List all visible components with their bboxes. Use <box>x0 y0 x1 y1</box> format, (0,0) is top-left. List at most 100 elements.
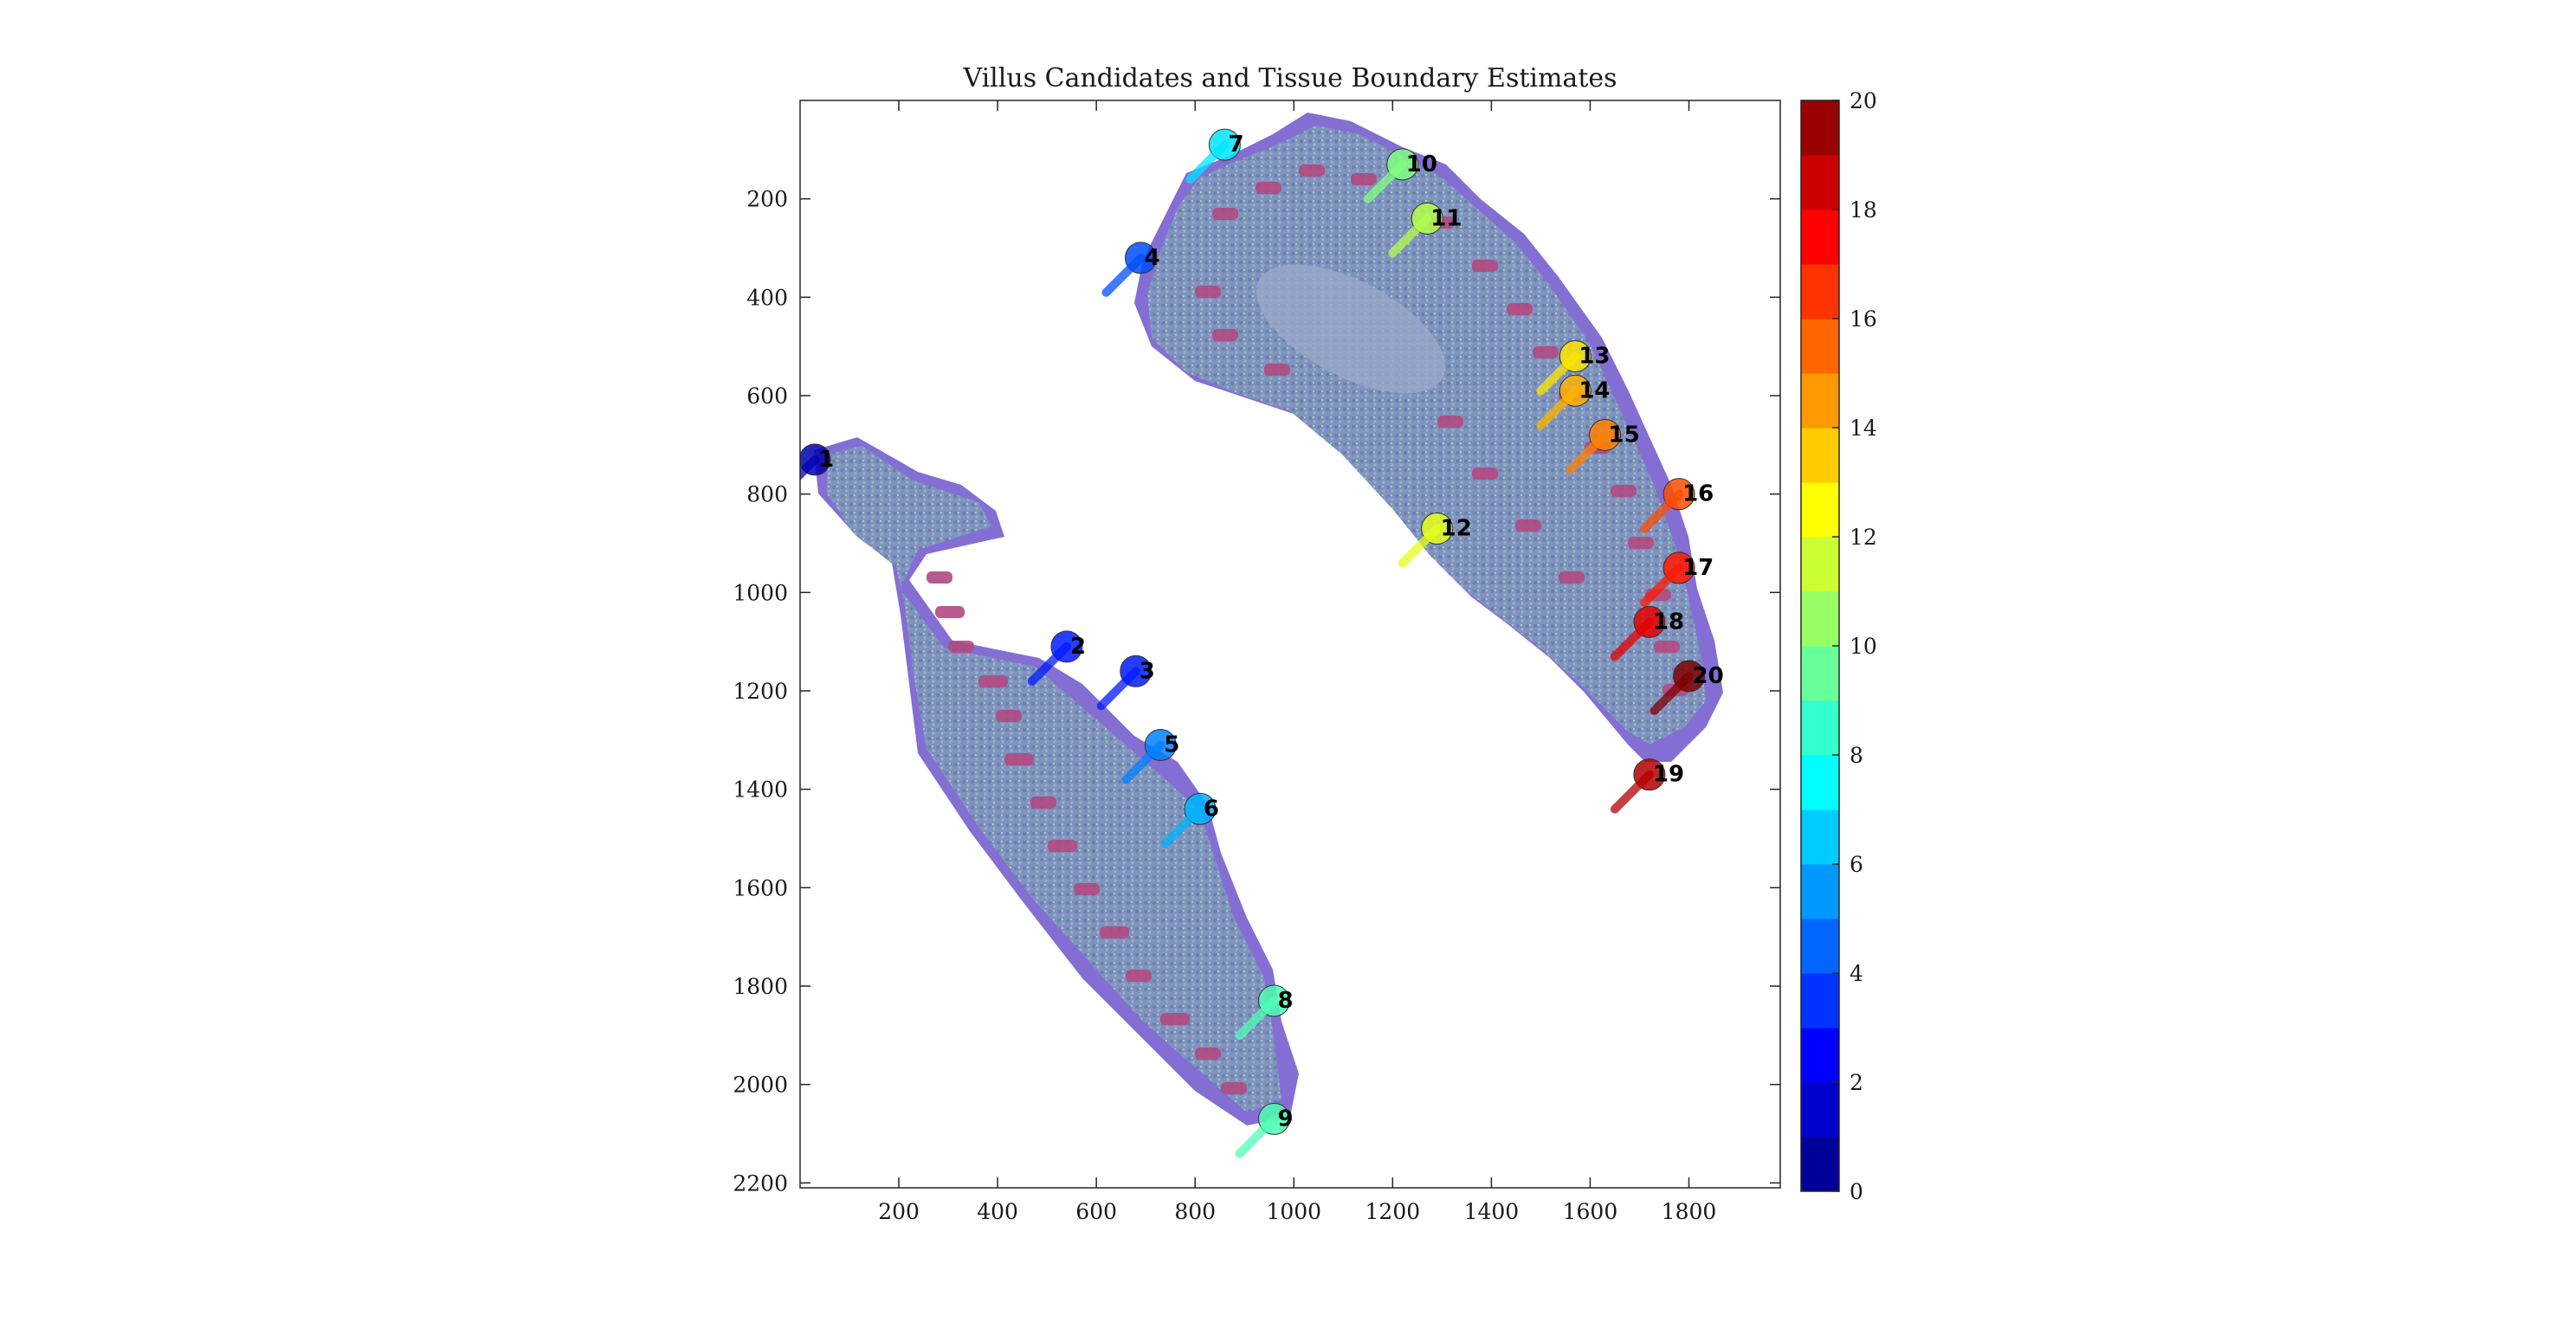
colorbar-level <box>1801 1082 1839 1138</box>
y-tick-label: 1800 <box>733 974 788 999</box>
villus-label: 11 <box>1430 205 1462 231</box>
villus-label: 2 <box>1070 634 1086 660</box>
y-tick-label: 1000 <box>733 580 788 605</box>
y-tick-label: 1400 <box>733 777 788 803</box>
villus-boundary-line <box>1121 740 1165 784</box>
villus-boundary-line <box>1610 617 1654 661</box>
x-tick-label: 1000 <box>1266 1199 1321 1224</box>
x-tick-label: 800 <box>1174 1199 1216 1224</box>
y-tick-label: 1600 <box>733 875 788 900</box>
tissue-section-lower <box>814 437 1299 1125</box>
villus-label: 18 <box>1653 609 1684 635</box>
villus-boundary-line <box>1398 524 1442 568</box>
villus-marker: 10 <box>1363 148 1437 203</box>
villus-label: 14 <box>1579 377 1610 403</box>
villus-boundary-line <box>1640 489 1684 533</box>
villus-label: 13 <box>1579 344 1610 370</box>
villus-boundary-line <box>1027 642 1071 686</box>
villus-label: 10 <box>1406 152 1437 177</box>
colorbar-level <box>1801 537 1839 592</box>
villus-boundary-line <box>1101 253 1146 297</box>
colorbar-level <box>1801 755 1839 810</box>
x-tick-label: 400 <box>977 1199 1018 1224</box>
colorbar-level <box>1801 591 1839 647</box>
villus-marker: 2 <box>1027 630 1086 686</box>
crypts-lower <box>926 571 1247 1094</box>
villus-marker: 5 <box>1121 729 1179 784</box>
submucosa-core <box>1256 264 1446 394</box>
villus-label: 15 <box>1609 422 1640 448</box>
colorbar-level <box>1801 973 1839 1029</box>
colorbar-level <box>1801 264 1839 319</box>
villus-marker: 11 <box>1388 202 1462 258</box>
y-tick-label: 1200 <box>733 679 788 704</box>
villus-boundary-line <box>1536 351 1580 396</box>
axes-frame <box>799 100 1781 1189</box>
villus-marker: 15 <box>1566 418 1640 474</box>
colorbar-tick-label: 8 <box>1850 743 1863 768</box>
villus-marker: 18 <box>1610 605 1684 661</box>
villus-label: 5 <box>1164 732 1179 758</box>
colorbar-level <box>1801 319 1839 374</box>
colorbar-ticks: 0 2 4 6 8 10 12 14 16 18 20 <box>1832 88 1877 1204</box>
villus-marker: 14 <box>1536 374 1611 430</box>
colorbar-level <box>1801 100 1839 156</box>
villus-marker: 1 <box>800 443 834 481</box>
villus-boundary-line <box>1536 386 1580 430</box>
villus-label: 20 <box>1692 663 1723 689</box>
colorbar-level <box>1801 864 1839 919</box>
colorbar-tick-label: 20 <box>1850 88 1877 113</box>
villus-label: 3 <box>1140 658 1155 684</box>
x-tick-label: 600 <box>1075 1199 1117 1224</box>
x-tick-label: 200 <box>878 1199 920 1224</box>
villus-label: 6 <box>1204 796 1219 822</box>
colorbar-level <box>1801 428 1839 483</box>
x-tick-label: 1400 <box>1464 1199 1520 1224</box>
colorbar-level <box>1801 1028 1839 1083</box>
villus-marker: 20 <box>1650 660 1724 715</box>
villus-marker: 13 <box>1536 340 1611 396</box>
villus-marker: 9 <box>1235 1102 1294 1158</box>
colorbar-tick-label: 12 <box>1850 525 1877 550</box>
villus-marker: 8 <box>1235 984 1294 1041</box>
colorbar-level <box>1801 373 1839 429</box>
y-tick-label: 600 <box>746 384 788 409</box>
villus-boundary-line <box>1566 430 1610 474</box>
x-tick-label: 1600 <box>1563 1199 1618 1224</box>
villus-boundary-line <box>1363 159 1407 203</box>
villus-label: 4 <box>1144 245 1159 271</box>
colorbar-tick-label: 4 <box>1850 961 1863 986</box>
plot-title: Villus Candidates and Tissue Boundary Es… <box>962 63 1617 94</box>
y-tick-label: 2200 <box>733 1171 788 1196</box>
villus-marker: 16 <box>1640 478 1714 533</box>
villus-label: 19 <box>1653 762 1684 788</box>
villus-marker: 6 <box>1160 792 1219 848</box>
colorbar-level <box>1801 646 1839 701</box>
villus-boundary-line <box>1160 804 1204 848</box>
tissue-section-upper <box>1134 113 1723 762</box>
villus-boundary-line <box>1610 770 1654 814</box>
villus-label: 8 <box>1277 988 1293 1014</box>
colorbar-tick-label: 6 <box>1850 852 1863 877</box>
villus-label: 1 <box>818 447 834 473</box>
colorbar-level <box>1801 155 1839 210</box>
villus-label: 9 <box>1277 1106 1293 1132</box>
colorbar-level <box>1801 1137 1839 1192</box>
colorbar: 0 2 4 6 8 10 12 14 16 18 20 <box>1800 88 1877 1204</box>
colorbar-tick-label: 0 <box>1850 1179 1863 1204</box>
colorbar-level <box>1801 210 1839 265</box>
y-tick-label: 200 <box>746 187 788 212</box>
villus-boundary-line <box>1185 140 1230 184</box>
villus-label: 17 <box>1682 555 1714 581</box>
colorbar-tick-label: 2 <box>1850 1070 1863 1095</box>
villus-marker: 17 <box>1640 551 1714 607</box>
colorbar-level <box>1801 919 1839 974</box>
villus-boundary-line <box>1235 1114 1279 1158</box>
colorbar-level <box>1801 482 1839 538</box>
colorbar-tick-label: 14 <box>1850 416 1877 441</box>
colorbar-level <box>1801 700 1839 756</box>
villus-marker: 3 <box>1096 655 1155 711</box>
villus-boundary-line <box>1096 667 1140 711</box>
